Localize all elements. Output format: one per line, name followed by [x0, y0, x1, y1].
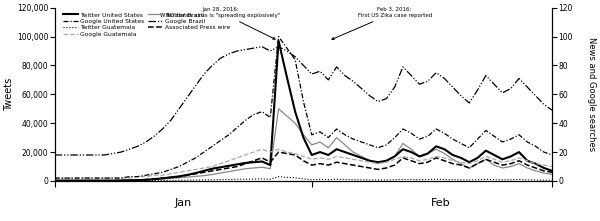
Y-axis label: News and Google searches: News and Google searches	[587, 37, 596, 151]
Text: Jan 28, 2016:
WHO states virus is "spreading explosively": Jan 28, 2016: WHO states virus is "sprea…	[160, 7, 281, 39]
Text: Jan: Jan	[175, 198, 192, 208]
Legend: Twitter United States, Google United States, Twitter Guatemala, Google Guatemala: Twitter United States, Google United Sta…	[62, 12, 230, 37]
Text: Feb: Feb	[430, 198, 450, 208]
Y-axis label: Tweets: Tweets	[4, 78, 14, 111]
Text: Feb 3, 2016:
First US Zika case reported: Feb 3, 2016: First US Zika case reported	[332, 7, 432, 40]
